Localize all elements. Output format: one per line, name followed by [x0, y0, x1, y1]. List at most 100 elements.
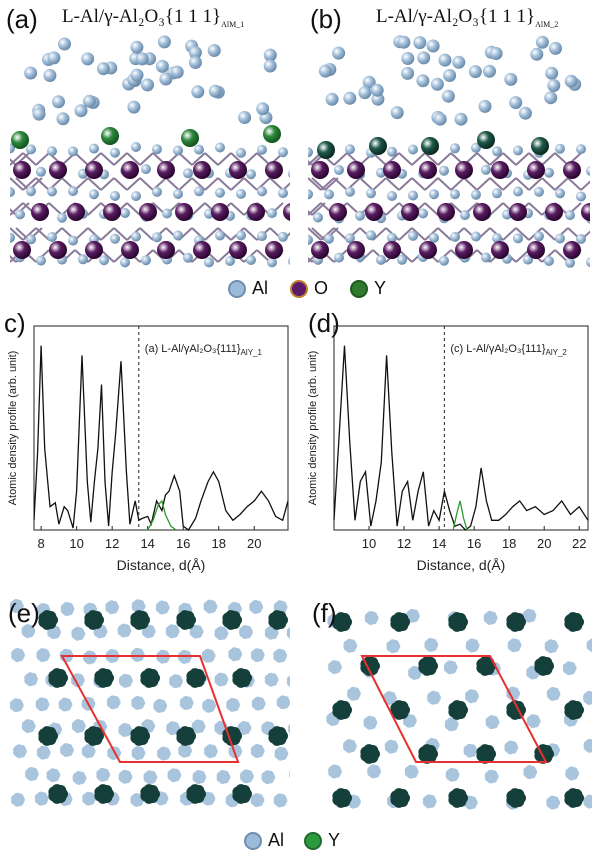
al-density-blob: [46, 768, 61, 783]
oxygen-atom: [193, 161, 211, 179]
y-density-blob: [476, 656, 496, 676]
oxygen-atom: [175, 203, 193, 221]
bond: [411, 227, 426, 241]
liquid-al-atom: [52, 95, 65, 109]
oxide-al-atom: [120, 257, 130, 268]
oxide-al-atom: [288, 256, 298, 267]
oxide-al-atom: [345, 233, 355, 244]
al-density-blob: [240, 769, 254, 784]
al-density-blob: [71, 626, 86, 641]
al-density-blob: [60, 602, 75, 616]
oxide-al-atom: [47, 146, 57, 157]
al-density-blob: [406, 608, 420, 623]
y-axis-label: Atomic density profile (arb. unit): [307, 351, 319, 506]
y-density-blob: [84, 726, 104, 746]
oxide-al-atom: [152, 186, 162, 197]
y-density-blob: [506, 700, 526, 720]
liquid-al-atom: [170, 65, 184, 79]
oxide-al-atom: [492, 146, 502, 157]
bond: [204, 177, 219, 191]
y-density-blob: [564, 700, 584, 720]
oxide-al-atom: [471, 189, 481, 200]
al-density-blob: [24, 672, 38, 687]
bond: [307, 227, 322, 241]
oxide-al-atom: [194, 186, 204, 197]
y-density-blob: [94, 784, 114, 804]
oxygen-atom: [383, 241, 401, 259]
oxygen-atom: [13, 161, 31, 179]
oxide-al-atom: [257, 144, 267, 155]
al-density-blob: [11, 648, 25, 662]
bond: [437, 177, 452, 191]
y-density-blob: [38, 726, 58, 746]
al-density-blob: [141, 624, 156, 639]
oxide-al-atom: [68, 235, 78, 246]
bond: [9, 202, 24, 216]
oxide-al-atom: [544, 256, 554, 266]
oxide-al-atom: [278, 231, 288, 242]
liquid-al-atom: [56, 112, 70, 126]
al-density-blob: [273, 648, 288, 663]
bond: [217, 152, 232, 166]
al-density-blob: [153, 698, 168, 713]
al-density-blob: [58, 697, 73, 712]
x-tick-label: 8: [37, 536, 44, 551]
oxide-al-atom: [246, 169, 256, 180]
bond: [204, 227, 219, 241]
oxygen-atom: [247, 203, 265, 221]
oxide-al-atom: [334, 165, 344, 175]
oxide-al-atom: [47, 232, 57, 242]
bond: [502, 227, 517, 241]
y-density-blob: [332, 612, 352, 632]
bond: [204, 152, 219, 166]
oxide-al-atom: [194, 144, 204, 155]
y-density-blob: [564, 788, 584, 808]
al-density-blob: [249, 600, 264, 614]
legend-item-y-bottom: Y: [304, 830, 340, 851]
y-density-blob: [130, 726, 150, 746]
al-density-blob: [13, 744, 27, 759]
al-density-blob: [289, 767, 303, 782]
oxygen-atom: [581, 203, 599, 221]
oxide-al-atom: [278, 188, 288, 199]
liquid-al-atom: [530, 47, 544, 61]
y-density-blob: [94, 668, 114, 688]
top-legend: Al O Y: [228, 278, 386, 299]
liquid-al-atom: [74, 104, 88, 118]
bond: [567, 177, 582, 191]
y-density-blob: [506, 788, 526, 808]
oxide-al-atom: [99, 255, 109, 266]
bond: [502, 152, 517, 166]
bond: [139, 177, 154, 191]
liquid-al-atom: [318, 64, 332, 78]
x-tick-label: 10: [69, 536, 83, 551]
bond: [217, 177, 232, 191]
legend-item-al: Al: [228, 278, 268, 299]
al-atom-icon: [228, 279, 246, 298]
liquid-al-atom: [141, 78, 154, 92]
oxide-al-atom: [278, 147, 288, 158]
y-atom-icon: [304, 831, 323, 850]
al-density-blob: [522, 608, 537, 623]
al-density-blob: [131, 696, 146, 710]
bond: [411, 152, 426, 166]
al-density-blob: [427, 690, 441, 705]
al-density-blob: [250, 744, 265, 758]
o-atom-icon: [290, 279, 309, 298]
oxide-al-atom: [267, 208, 277, 219]
liquid-al-atom: [81, 52, 95, 66]
liquid-al-atom: [544, 91, 558, 105]
oxide-al-atom: [110, 233, 120, 244]
bond: [35, 177, 50, 191]
y-density-blob: [176, 726, 196, 746]
bond: [298, 202, 313, 216]
al-density-blob: [72, 771, 87, 785]
liquid-al-atom: [208, 84, 222, 98]
al-density-blob: [261, 770, 276, 785]
y-density-blob: [448, 612, 468, 632]
al-density-blob: [565, 766, 580, 781]
liquid-al-atom: [263, 48, 277, 62]
bond: [191, 202, 206, 216]
y-density-blob: [140, 784, 160, 804]
liquid-al-atom: [343, 91, 357, 105]
